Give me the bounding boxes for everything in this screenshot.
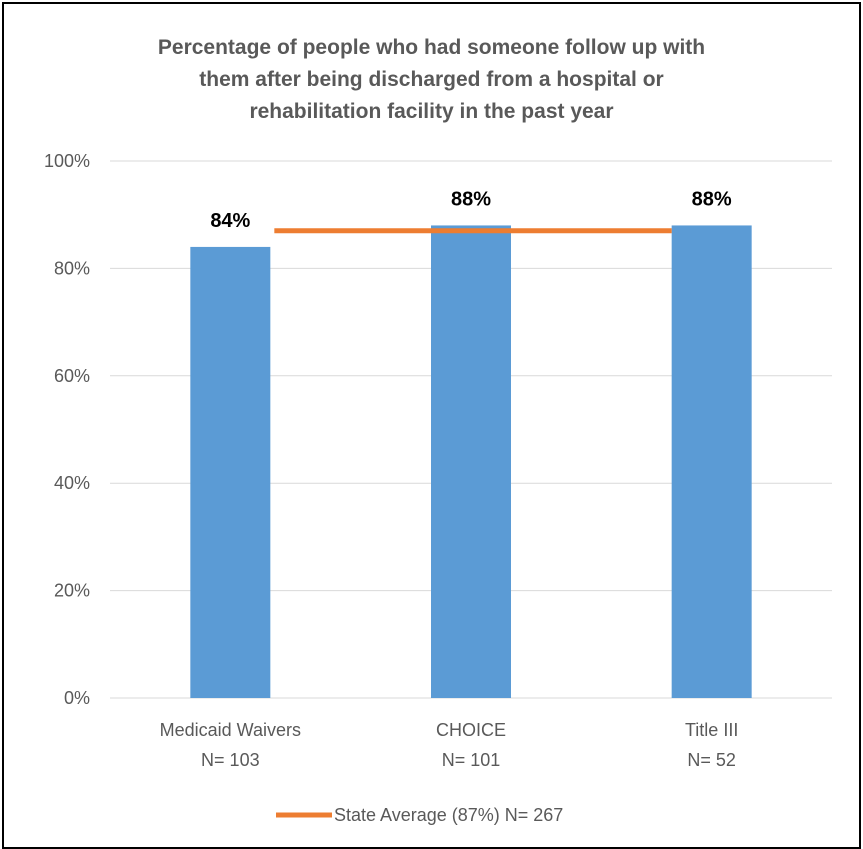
category-count-label: N= 52 <box>687 750 736 770</box>
y-tick-label: 80% <box>54 258 90 278</box>
chart-title-line-1: Percentage of people who had someone fol… <box>157 36 706 59</box>
y-tick-label: 20% <box>54 581 90 601</box>
y-tick-label: 60% <box>54 366 90 386</box>
bar <box>431 225 511 698</box>
category-label: Medicaid Waivers <box>160 720 301 740</box>
y-tick-label: 0% <box>64 688 90 708</box>
y-tick-label: 40% <box>54 473 90 493</box>
category-label: CHOICE <box>436 720 506 740</box>
category-count-label: N= 103 <box>201 750 260 770</box>
data-label: 88% <box>692 188 732 210</box>
bar <box>190 246 271 699</box>
legend-label: State Average (87%) N= 267 <box>334 805 563 825</box>
data-label: 84% <box>210 210 250 232</box>
chart-title-line-3: rehabilitation facility in the past year <box>249 100 614 123</box>
chart-title: Percentage of people who had someone fol… <box>4 32 859 128</box>
category-label: Title III <box>685 720 738 740</box>
category-count-label: N= 101 <box>442 750 501 770</box>
y-tick-label: 100% <box>44 151 90 171</box>
bar <box>671 225 752 698</box>
data-label: 88% <box>451 188 491 210</box>
chart-title-line-2: them after being discharged from a hospi… <box>199 68 664 91</box>
